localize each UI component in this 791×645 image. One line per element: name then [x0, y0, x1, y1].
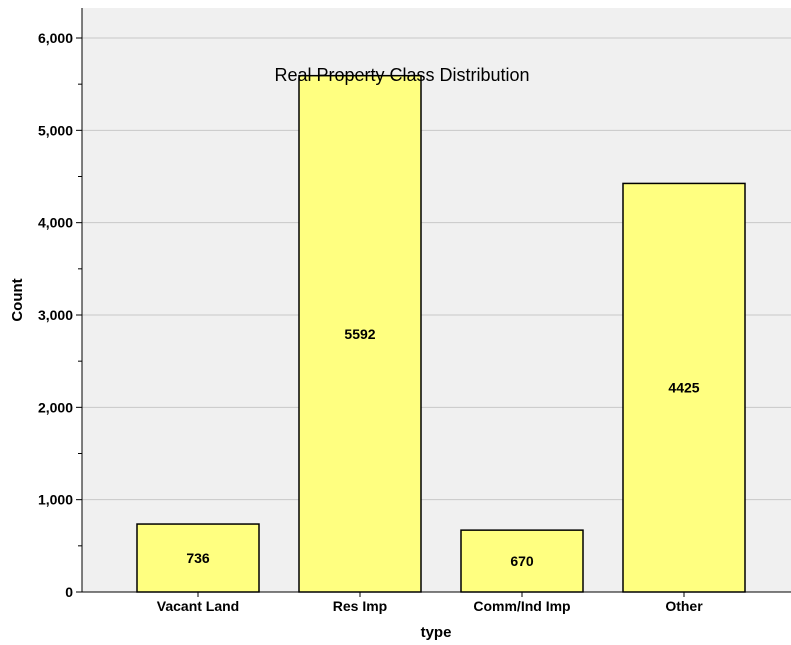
y-tick-label: 1,000 — [38, 492, 73, 508]
data-label: 670 — [510, 553, 534, 569]
y-tick-label: 0 — [65, 584, 73, 600]
bars: 736 5592 670 4425 — [136, 74, 746, 593]
bar — [298, 74, 422, 593]
y-tick-label: 6,000 — [38, 30, 73, 46]
x-tick-label: Res Imp — [333, 598, 387, 614]
y-tick-label: 4,000 — [38, 215, 73, 231]
y-axis-title: Count — [9, 278, 26, 321]
x-axis-title: type — [421, 624, 452, 641]
bar — [460, 529, 584, 593]
data-label: 5592 — [344, 326, 375, 342]
chart-title: Real Property Class Distribution — [274, 65, 529, 85]
data-label: 736 — [186, 550, 210, 566]
bar — [622, 182, 746, 593]
x-axis: Vacant Land Res Imp Comm/Ind Imp Other — [82, 591, 791, 614]
x-tick-label: Vacant Land — [157, 598, 239, 614]
data-label: 4425 — [668, 380, 699, 396]
x-tick-label: Comm/Ind Imp — [473, 598, 570, 614]
y-tick-label: 3,000 — [38, 307, 73, 323]
bar — [136, 523, 260, 593]
y-tick-label: 2,000 — [38, 399, 73, 415]
y-axis: 0 1,000 2,000 3,000 4,000 5,000 6,000 — [38, 8, 83, 600]
grid-lines — [82, 37, 791, 501]
y-tick-label: 5,000 — [38, 122, 73, 138]
x-tick-label: Other — [665, 598, 703, 614]
